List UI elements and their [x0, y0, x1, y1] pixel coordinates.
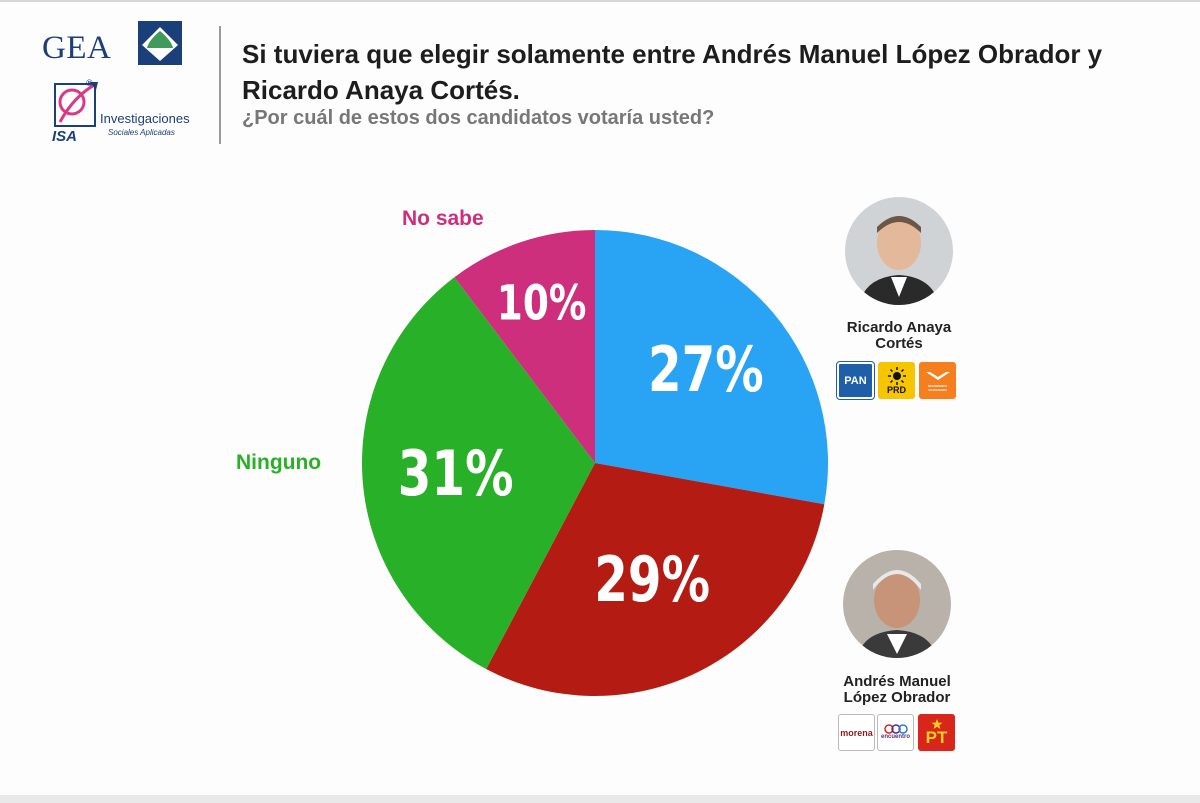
- person-icon: [845, 197, 953, 305]
- prd-sun-icon: PRD: [878, 362, 915, 399]
- encuentro-logo-icon: encuentro: [877, 714, 914, 751]
- eagle-icon: [925, 371, 950, 380]
- isa-logo-icon: [54, 82, 98, 127]
- chart-title: Si tuviera que elegir solamente entre An…: [242, 39, 1103, 105]
- circles-icon: [883, 724, 908, 734]
- chart-subtitle: ¿Por cuál de estos dos candidatos votarí…: [242, 107, 715, 129]
- slice-anaya: [595, 230, 828, 505]
- amlo-name-line1: Andrés Manuel: [843, 673, 951, 690]
- label-ninguno: Ninguno: [236, 451, 322, 474]
- bottom-border: [0, 795, 1200, 803]
- top-border: [0, 0, 1200, 2]
- morena-label: morena: [840, 727, 873, 738]
- slice-ninguno: [362, 277, 595, 670]
- isa-abbreviation: ISA: [52, 128, 78, 145]
- encuentro-label: encuentro: [880, 734, 910, 740]
- amlo-photo: [843, 550, 951, 658]
- isa-registered-mark: ®: [86, 78, 93, 88]
- label-no-sabe: No sabe: [402, 207, 484, 230]
- slice-ninguno-value-label: 31%: [398, 438, 514, 510]
- slice-amlo: [486, 463, 825, 696]
- pan-label: PAN: [844, 374, 867, 387]
- mc-label: MOVIMIENTO CIUDADANO: [927, 383, 948, 392]
- anaya-photo: [845, 197, 953, 305]
- isa-logo-text-line2: Sociales Aplicadas: [108, 128, 175, 137]
- pan-logo-icon: PAN: [837, 362, 874, 399]
- anaya-name-line1: Ricardo Anaya: [846, 319, 952, 336]
- pt-label: PT: [925, 727, 948, 747]
- slice-no-sabe-value-label: 10%: [497, 276, 587, 332]
- gea-logo-text: GEA: [42, 30, 112, 66]
- slice-amlo-value-label: 29%: [594, 544, 710, 616]
- mc-eagle-icon: MOVIMIENTO CIUDADANO: [919, 362, 956, 399]
- isa-logo-text-line1: Investigaciones: [100, 111, 190, 126]
- prd-label: PRD: [886, 384, 906, 395]
- morena-logo-icon: morena: [838, 714, 875, 751]
- pt-star-icon: PT: [918, 714, 955, 751]
- sun-icon: [887, 366, 906, 385]
- anaya-name-line2: Cortés: [875, 335, 923, 352]
- gea-logo-icon: [138, 21, 182, 65]
- person-icon: [843, 550, 951, 658]
- header-divider: [219, 26, 221, 144]
- amlo-name-line2: López Obrador: [843, 689, 951, 706]
- slice-anaya-value-label: 27%: [648, 334, 764, 406]
- slice-no-sabe: [454, 230, 595, 463]
- star-icon: [931, 718, 942, 729]
